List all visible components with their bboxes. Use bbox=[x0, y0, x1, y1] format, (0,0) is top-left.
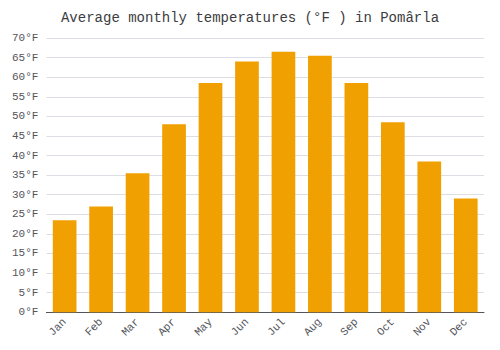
svg-text:20°F: 20°F bbox=[12, 228, 38, 240]
svg-text:Jun: Jun bbox=[229, 316, 251, 338]
svg-text:Mar: Mar bbox=[119, 316, 141, 338]
svg-text:Nov: Nov bbox=[411, 316, 434, 339]
svg-text:45°F: 45°F bbox=[12, 130, 38, 142]
svg-text:65°F: 65°F bbox=[12, 52, 38, 64]
svg-text:Jan: Jan bbox=[46, 316, 68, 338]
svg-text:10°F: 10°F bbox=[12, 267, 38, 279]
svg-text:Apr: Apr bbox=[156, 316, 178, 338]
svg-text:Aug: Aug bbox=[302, 316, 324, 338]
svg-text:Sep: Sep bbox=[338, 316, 360, 338]
svg-text:55°F: 55°F bbox=[12, 91, 38, 103]
svg-text:25°F: 25°F bbox=[12, 208, 38, 220]
svg-text:Average monthly temperatures (: Average monthly temperatures (°F ) in Po… bbox=[61, 10, 439, 26]
svg-text:70°F: 70°F bbox=[12, 32, 38, 44]
svg-text:30°F: 30°F bbox=[12, 189, 38, 201]
svg-text:Dec: Dec bbox=[448, 316, 470, 338]
svg-text:5°F: 5°F bbox=[19, 287, 39, 299]
svg-text:Jul: Jul bbox=[265, 316, 287, 338]
svg-text:40°F: 40°F bbox=[12, 150, 38, 162]
svg-text:50°F: 50°F bbox=[12, 110, 38, 122]
svg-text:15°F: 15°F bbox=[12, 247, 38, 259]
svg-text:0°F: 0°F bbox=[19, 306, 39, 318]
svg-text:35°F: 35°F bbox=[12, 169, 38, 181]
svg-text:Oct: Oct bbox=[375, 316, 397, 338]
svg-text:May: May bbox=[192, 316, 215, 339]
svg-text:60°F: 60°F bbox=[12, 71, 38, 83]
svg-text:Feb: Feb bbox=[83, 316, 105, 338]
